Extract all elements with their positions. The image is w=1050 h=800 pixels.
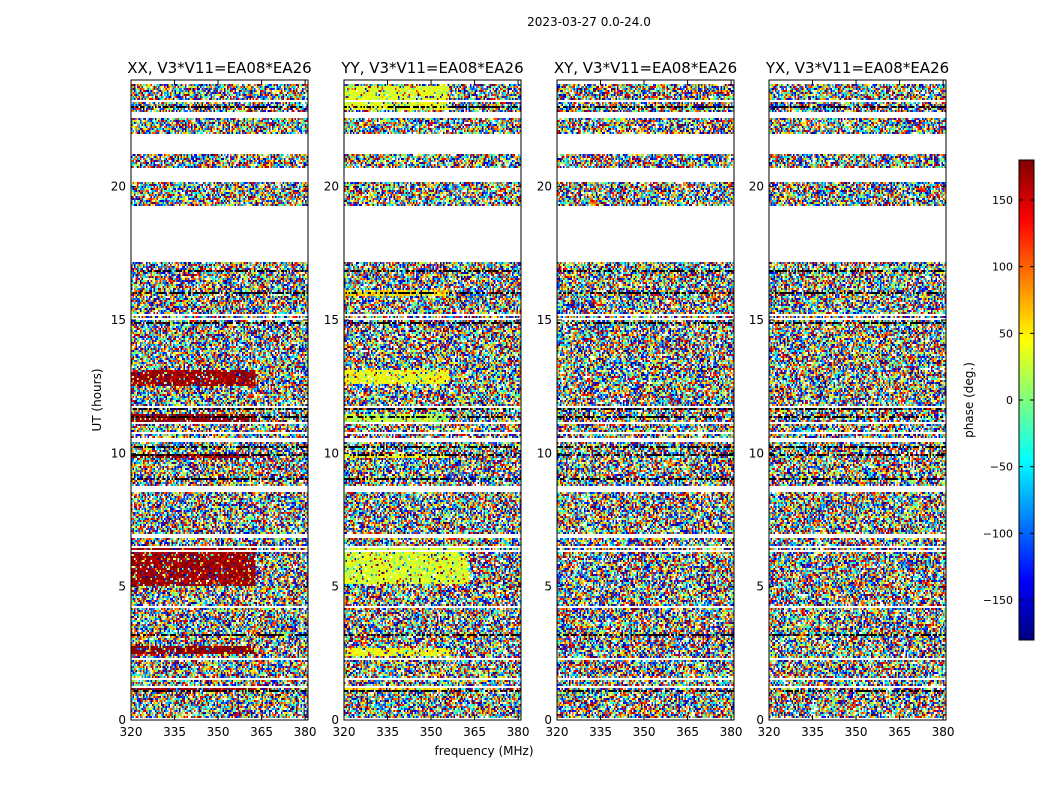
phase-map-4 [769, 80, 946, 720]
x-tick-label: 365 [888, 725, 911, 739]
panel-title: YY, V3*V11=EA08*EA26 [340, 59, 523, 77]
colorbar-tick-label: 50 [999, 327, 1013, 340]
y-tick-label: 10 [324, 446, 339, 460]
panel-2: YY, V3*V11=EA08*EA26 320 335 350 365 380 0 5 10 1… [324, 59, 530, 739]
x-tick-label: 350 [207, 725, 230, 739]
x-tick-label: 335 [163, 725, 186, 739]
y-tick-label: 10 [749, 446, 764, 460]
colorbar-tick-label: −100 [983, 527, 1013, 540]
panel-1: XX, V3*V11=EA08*EA26 320 335 350 365 380 0 5 10 1… [111, 59, 317, 739]
colorbar-tick-label: 0 [1006, 394, 1013, 407]
y-tick-label: 15 [749, 313, 764, 327]
y-tick-label: 5 [118, 580, 126, 594]
x-tick-label: 335 [589, 725, 612, 739]
colorbar-ticks: 150 100 50 0 −50 −100 −150 [983, 194, 1034, 607]
y-tick-label: 5 [544, 580, 552, 594]
panel-title: XX, V3*V11=EA08*EA26 [127, 59, 311, 77]
y-tick-label: 20 [324, 180, 339, 194]
x-tick-label: 380 [507, 725, 530, 739]
y-tick-label: 0 [544, 713, 552, 727]
figure-title: 2023-03-27 0.0-24.0 [527, 15, 651, 29]
panel-frame [343, 79, 522, 721]
panel-4: YX, V3*V11=EA08*EA26 320 335 350 365 380 0 5 10 1… [749, 59, 955, 739]
y-tick-label: 0 [756, 713, 764, 727]
panel-frame [130, 79, 309, 721]
y-tick-label: 5 [331, 580, 339, 594]
x-tick-label: 335 [376, 725, 399, 739]
x-tick-label: 350 [845, 725, 868, 739]
panel-group: XX, V3*V11=EA08*EA26 320 335 350 365 380 0 5 10 1… [111, 59, 955, 739]
x-tick-label: 365 [250, 725, 273, 739]
x-tick-label: 320 [120, 725, 143, 739]
colorbar-tick-label: 150 [992, 194, 1013, 207]
x-tick-label: 320 [758, 725, 781, 739]
phase-map-1 [131, 80, 308, 720]
y-tick-label: 10 [111, 446, 126, 460]
panel-3: XY, V3*V11=EA08*EA26 320 335 350 365 380 0 5 10 1… [537, 59, 743, 739]
panel-frame [556, 79, 735, 721]
x-axis-label: frequency (MHz) [434, 744, 533, 758]
y-tick-label: 15 [537, 313, 552, 327]
x-tick-label: 335 [801, 725, 824, 739]
panel-frame [768, 79, 947, 721]
y-tick-label: 5 [756, 580, 764, 594]
x-tick-label: 365 [463, 725, 486, 739]
x-tick-label: 350 [633, 725, 656, 739]
x-tick-label: 350 [420, 725, 443, 739]
colorbar-label: phase (deg.) [962, 362, 976, 438]
y-tick-label: 0 [118, 713, 126, 727]
x-tick-label: 380 [932, 725, 955, 739]
y-tick-label: 0 [331, 713, 339, 727]
x-tick-label: 380 [720, 725, 743, 739]
y-tick-label: 15 [324, 313, 339, 327]
y-tick-label: 15 [111, 313, 126, 327]
colorbar-tick-label: −150 [983, 594, 1013, 607]
panel-title: XY, V3*V11=EA08*EA26 [554, 59, 737, 77]
phase-map-3 [557, 80, 734, 720]
colorbar-tick-label: −50 [990, 461, 1013, 474]
x-tick-label: 365 [676, 725, 699, 739]
y-tick-label: 10 [537, 446, 552, 460]
x-tick-label: 320 [546, 725, 569, 739]
y-axis-label: UT (hours) [90, 368, 104, 431]
phase-map-2 [344, 80, 521, 720]
x-tick-label: 380 [294, 725, 317, 739]
y-tick-label: 20 [749, 180, 764, 194]
x-tick-label: 320 [333, 725, 356, 739]
y-tick-label: 20 [537, 180, 552, 194]
panel-title: YX, V3*V11=EA08*EA26 [765, 59, 949, 77]
y-tick-label: 20 [111, 180, 126, 194]
colorbar-tick-label: 100 [992, 261, 1013, 274]
colorbar: 150 100 50 0 −50 −100 −150 phase (deg.) [962, 159, 1035, 641]
